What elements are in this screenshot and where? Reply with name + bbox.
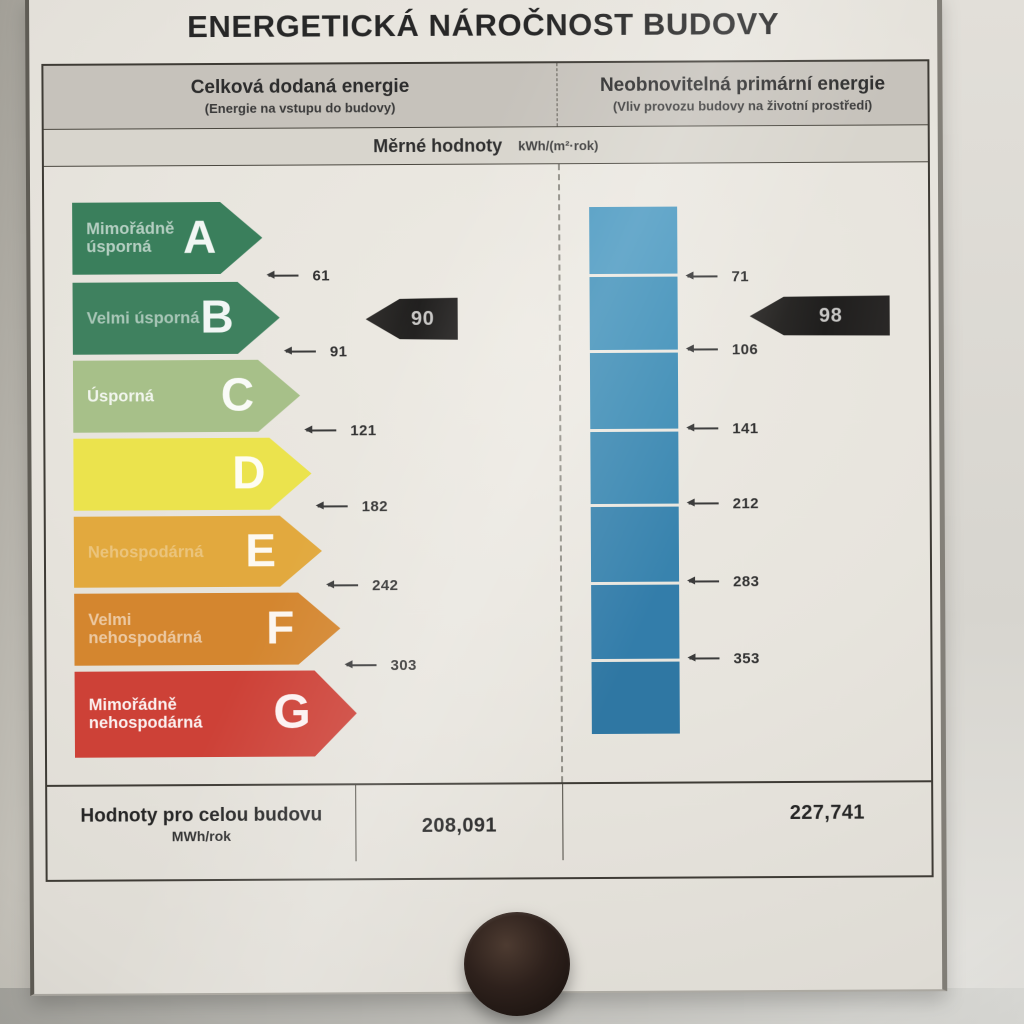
threshold-left-303: 303: [346, 656, 417, 674]
threshold-value: 283: [733, 572, 760, 590]
totals-left-value-cell: 208,091: [356, 784, 564, 862]
grade-label-E: Nehospodárná: [87, 542, 204, 561]
primary-energy-bar-segment-A: [589, 206, 678, 275]
primary-energy-bar-segment-D: [590, 431, 679, 505]
totals-right-value: 227,741: [789, 801, 865, 824]
rating-chart: Mimořádně úsporná A Velmi úsporná B Úsporná C…: [44, 162, 931, 785]
threshold-value: 242: [372, 576, 399, 594]
threshold-arrow-icon: [688, 427, 719, 430]
threshold-right-212: 212: [688, 494, 759, 512]
grade-label-B: Velmi úsporná: [86, 308, 200, 328]
threshold-right-353: 353: [689, 649, 760, 667]
right-column-title: Neobnovitelná primární energie: [599, 73, 886, 96]
threshold-value: 121: [350, 421, 377, 439]
threshold-value: 353: [733, 649, 760, 667]
primary-energy-bar-segment-G: [591, 661, 680, 735]
grade-arrow-F: Velmi nehospodárná F: [74, 592, 340, 665]
primary-energy-bar-segment-B: [589, 276, 678, 351]
column-headers-row: Celková dodaná energie (Energie na vstup…: [43, 61, 928, 130]
threshold-arrow-icon: [268, 274, 299, 277]
threshold-value: 106: [731, 340, 759, 358]
units-row: Měrné hodnoty kWh/(m²·rok): [43, 125, 928, 167]
threshold-left-91: 91: [285, 342, 348, 360]
grade-label-F: Velmi nehospodárná: [88, 610, 203, 648]
threshold-arrow-icon: [306, 429, 337, 432]
primary-energy-bar-segment-F: [591, 584, 680, 660]
certificate-table: Celková dodaná energie (Energie na vstup…: [41, 59, 934, 882]
threshold-arrow-icon: [687, 348, 718, 351]
grade-arrow-D: D: [73, 438, 311, 511]
grade-letter-G: G: [273, 685, 311, 739]
threshold-value: 303: [390, 656, 417, 674]
totals-right-value-cell: 227,741: [563, 782, 931, 860]
threshold-value: 141: [732, 419, 759, 437]
grade-arrow-G: Mimořádně nehospodárná G: [75, 670, 357, 757]
threshold-arrow-icon: [688, 502, 719, 505]
magnet: [464, 912, 570, 1016]
column-header-primary-energy: Neobnovitelná primární energie (Vliv pro…: [557, 61, 927, 126]
threshold-right-141: 141: [688, 419, 759, 437]
grade-arrow-B: Velmi úsporná B: [73, 282, 280, 355]
grade-letter-A: A: [182, 210, 217, 263]
right-column-subtitle: (Vliv provozu budovy na životní prostřed…: [612, 97, 873, 114]
threshold-value: 182: [361, 497, 388, 515]
units-label: Měrné hodnoty: [373, 135, 503, 156]
threshold-left-182: 182: [317, 497, 388, 515]
primary-energy-bar-segment-C: [589, 352, 679, 430]
grade-label-C: Úsporná: [87, 387, 155, 406]
threshold-left-242: 242: [328, 576, 399, 594]
grade-letter-F: F: [266, 600, 295, 654]
threshold-value: 61: [312, 266, 331, 284]
grade-letter-C: C: [220, 368, 255, 421]
totals-label-cell: Hodnoty pro celou budovu MWh/rok: [47, 785, 357, 863]
column-header-delivered-energy: Celková dodaná energie (Energie na vstup…: [43, 63, 558, 129]
threshold-value: 91: [329, 342, 348, 360]
primary-energy-indicator-arrow: 98: [750, 295, 890, 336]
totals-label: Hodnoty pro celou budovu: [80, 803, 323, 827]
grade-label-G: Mimořádně nehospodárná: [88, 695, 203, 733]
totals-row: Hodnoty pro celou budovu MWh/rok 208,091…: [47, 780, 932, 863]
threshold-arrow-icon: [328, 584, 359, 587]
column-divider-line: [557, 164, 564, 783]
primary-energy-bar-segment-E: [590, 506, 680, 583]
grade-letter-D: D: [232, 446, 266, 499]
threshold-arrow-icon: [317, 505, 348, 508]
threshold-value: 212: [732, 494, 759, 512]
totals-left-value: 208,091: [421, 814, 497, 837]
grade-letter-B: B: [200, 290, 234, 343]
threshold-arrow-icon: [346, 664, 377, 667]
grade-arrow-A: Mimořádně úsporná A: [72, 202, 262, 275]
page-title: ENERGETICKÁ NÁROČNOST BUDOVY: [187, 6, 780, 45]
left-column-title: Celková dodaná energie: [190, 75, 410, 99]
certificate-paper: ENERGETICKÁ NÁROČNOST BUDOVY Celková dod…: [25, 0, 948, 996]
grade-arrow-C: Úsporná C: [73, 360, 300, 433]
threshold-arrow-icon: [689, 580, 720, 583]
threshold-left-121: 121: [306, 421, 377, 439]
threshold-value: 71: [731, 267, 750, 285]
grade-letter-E: E: [245, 523, 277, 576]
threshold-arrow-icon: [689, 657, 720, 660]
sleeve-right-edge: [933, 0, 1024, 1024]
threshold-right-283: 283: [689, 572, 760, 590]
threshold-left-61: 61: [268, 266, 331, 284]
threshold-right-106: 106: [687, 340, 759, 358]
grade-arrow-E: Nehospodárná E: [74, 515, 322, 587]
left-column-subtitle: (Energie na vstupu do budovy): [204, 100, 396, 117]
delivered-energy-indicator-arrow: 90: [366, 298, 458, 340]
totals-unit: MWh/rok: [171, 827, 231, 844]
threshold-arrow-icon: [687, 275, 718, 278]
threshold-right-71: 71: [687, 267, 750, 285]
threshold-arrow-icon: [285, 350, 316, 353]
units-value: kWh/(m²·rok): [518, 137, 599, 153]
